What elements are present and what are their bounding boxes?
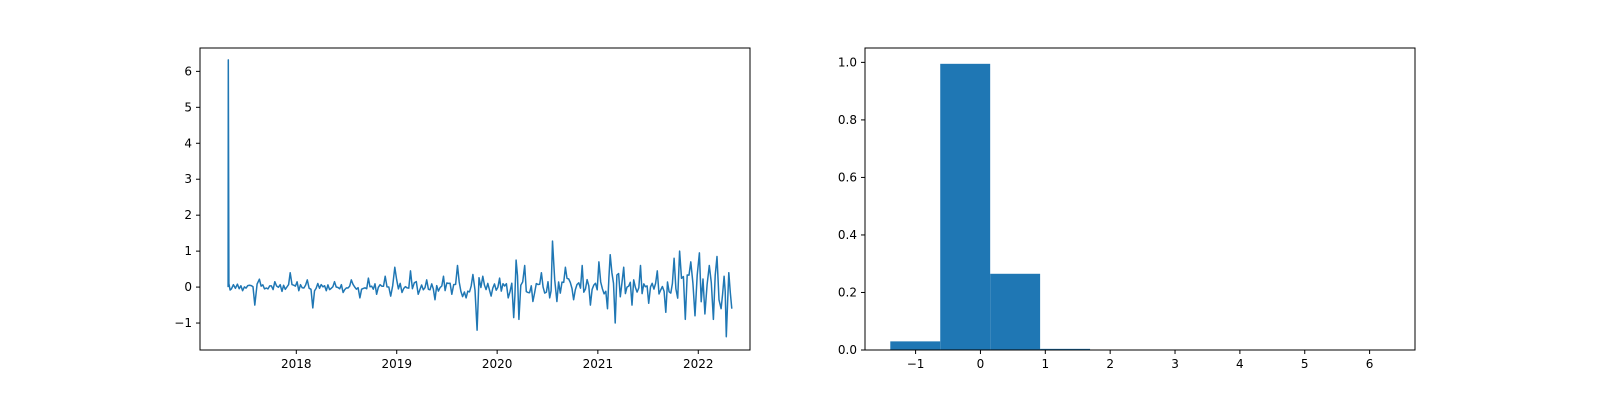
hist-x-tick-label-3: 2 bbox=[1106, 357, 1114, 371]
line-y-tick-label-1: 5 bbox=[184, 100, 192, 114]
line-chart-x-axis: 2018 2019 2020 2021 2022 bbox=[281, 350, 714, 371]
line-x-tick-label-4: 2022 bbox=[683, 357, 714, 371]
histogram-chart: −1 0 1 2 3 4 5 6 0.0 0.2 0.4 0.6 0.8 1.0 bbox=[838, 47, 1416, 371]
line-series-0 bbox=[227, 59, 733, 338]
line-y-tick-label-4: 2 bbox=[184, 208, 192, 222]
line-y-tick-label-2: 4 bbox=[184, 136, 192, 150]
line-chart-plot-frame bbox=[199, 47, 751, 351]
hist-x-tick-label-2: 1 bbox=[1041, 357, 1049, 371]
hist-y-tick-label-1: 0.2 bbox=[838, 285, 857, 299]
histogram-bar-3 bbox=[1040, 348, 1091, 350]
histogram-bars bbox=[890, 63, 1391, 351]
line-x-tick-label-1: 2019 bbox=[381, 357, 412, 371]
timeseries-line-chart: 2018 2019 2020 2021 2022 6 5 4 3 2 1 0 −1 bbox=[174, 47, 751, 371]
histogram-bar-1 bbox=[940, 63, 991, 351]
hist-x-tick-label-7: 6 bbox=[1366, 357, 1374, 371]
histogram-plot-frame bbox=[864, 47, 1416, 351]
line-x-tick-label-0: 2018 bbox=[281, 357, 312, 371]
histogram-bar-2 bbox=[990, 273, 1041, 350]
hist-x-tick-label-1: 0 bbox=[977, 357, 985, 371]
histogram-x-axis: −1 0 1 2 3 4 5 6 bbox=[907, 350, 1374, 371]
hist-y-tick-label-4: 0.8 bbox=[838, 113, 857, 127]
line-y-tick-label-6: 0 bbox=[184, 280, 192, 294]
hist-y-tick-label-3: 0.6 bbox=[838, 170, 857, 184]
hist-y-tick-label-5: 1.0 bbox=[838, 55, 857, 69]
hist-y-tick-label-2: 0.4 bbox=[838, 228, 857, 242]
line-y-tick-label-7: −1 bbox=[174, 316, 192, 330]
line-x-tick-label-2: 2020 bbox=[482, 357, 513, 371]
line-y-tick-label-0: 6 bbox=[184, 64, 192, 78]
line-chart-y-axis: 6 5 4 3 2 1 0 −1 bbox=[174, 64, 200, 330]
hist-x-tick-label-4: 3 bbox=[1171, 357, 1179, 371]
line-y-tick-label-3: 3 bbox=[184, 172, 192, 186]
histogram-y-axis: 0.0 0.2 0.4 0.6 0.8 1.0 bbox=[838, 55, 865, 357]
line-y-tick-label-5: 1 bbox=[184, 244, 192, 258]
hist-x-tick-label-6: 5 bbox=[1301, 357, 1309, 371]
hist-x-tick-label-5: 4 bbox=[1236, 357, 1244, 371]
line-x-tick-label-3: 2021 bbox=[583, 357, 614, 371]
histogram-bar-0 bbox=[890, 341, 941, 350]
hist-y-tick-label-0: 0.0 bbox=[838, 343, 857, 357]
hist-x-tick-label-0: −1 bbox=[907, 357, 925, 371]
